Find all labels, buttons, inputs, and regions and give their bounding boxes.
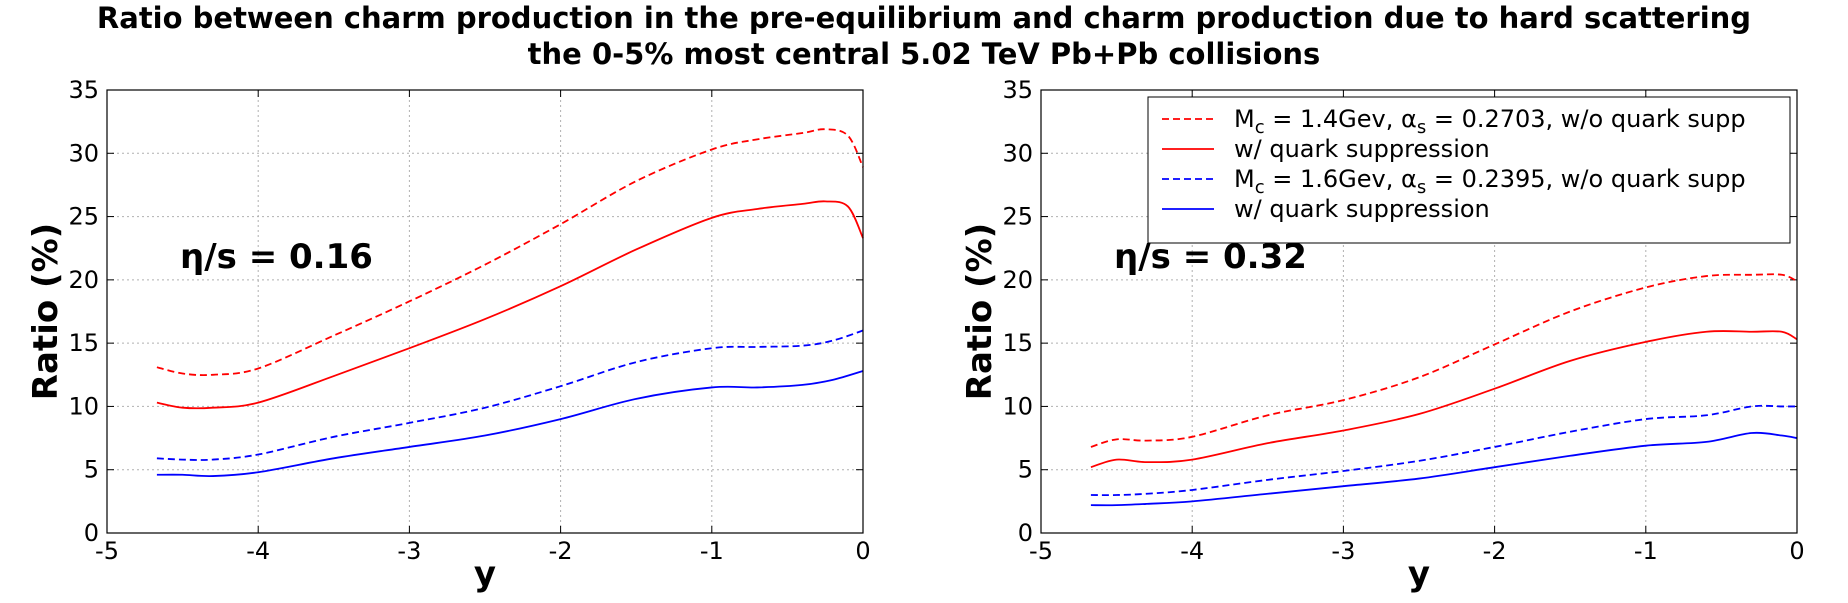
- chart-panel-1: -5 -4 -3 -2 -1 0 0 5 10 15 20 25 30 35 y Ratio (%) η/s =…: [26, 76, 871, 594]
- y-tick-label: 35: [1002, 76, 1033, 104]
- y-axis-label: Ratio (%): [26, 223, 66, 400]
- y-tick-label: 35: [68, 76, 99, 104]
- y-tick-label: 5: [84, 456, 99, 484]
- eta-over-s-annotation: η/s = 0.32: [1114, 237, 1307, 277]
- legend-label-3: Mc = 1.6Gev, αs = 0.2395, w/o quark supp: [1234, 165, 1746, 198]
- legend-box: [1147, 96, 1791, 244]
- x-tick-label: -1: [1634, 537, 1658, 565]
- y-tick-label: 10: [1002, 392, 1033, 420]
- series-line-2: [1090, 330, 1798, 469]
- figure-title: Ratio between charm production in the pr…: [0, 0, 1848, 72]
- figure-title-line-2: the 0-5% most central 5.02 TeV Pb+Pb col…: [527, 37, 1321, 71]
- y-tick-label: 30: [68, 139, 99, 167]
- y-tick-label: 25: [68, 203, 99, 231]
- plot-frame: [106, 89, 864, 534]
- y-tick-label: 20: [1002, 266, 1033, 294]
- x-tick-label: -1: [700, 537, 724, 565]
- x-axis-label: y: [1408, 554, 1430, 594]
- legend-label-2: w/ quark suppression: [1234, 135, 1490, 163]
- x-tick-label: -2: [549, 537, 573, 565]
- series-line-2: [156, 200, 864, 410]
- x-tick-label: -2: [1483, 537, 1507, 565]
- x-tick-label: -5: [95, 537, 119, 565]
- x-tick-label: -5: [1029, 537, 1053, 565]
- legend-label-4: w/ quark suppression: [1234, 195, 1490, 223]
- series-line-1: [156, 128, 864, 377]
- y-axis-label: Ratio (%): [960, 223, 1000, 400]
- x-tick-label: -4: [246, 537, 270, 565]
- series-line-3: [156, 329, 864, 461]
- legend-label-1: Mc = 1.4Gev, αs = 0.2703, w/o quark supp: [1234, 105, 1746, 138]
- series-line-4: [1090, 431, 1798, 507]
- y-tick-label: 15: [1002, 329, 1033, 357]
- y-tick-label: 30: [1002, 139, 1033, 167]
- plot-frame: [1040, 89, 1798, 534]
- y-tick-label: 5: [1018, 456, 1033, 484]
- x-tick-label: -3: [1331, 537, 1355, 565]
- x-tick-label: 0: [855, 537, 870, 565]
- chart-panel-2: -5 -4 -3 -2 -1 0 0 5 10 15 20 25 30 35 y Ratio (%) η/s =…: [960, 76, 1805, 594]
- y-tick-label: 0: [1018, 519, 1033, 547]
- y-tick-label: 20: [68, 266, 99, 294]
- x-tick-label: -3: [397, 537, 421, 565]
- x-axis-label: y: [474, 554, 496, 594]
- series-line-4: [156, 370, 864, 478]
- eta-over-s-annotation: η/s = 0.16: [180, 237, 373, 277]
- y-tick-label: 25: [1002, 203, 1033, 231]
- legend: Mc = 1.4Gev, αs = 0.2703, w/o quark supp…: [1147, 96, 1791, 244]
- y-tick-label: 10: [68, 392, 99, 420]
- series-line-3: [1090, 404, 1797, 497]
- figure-title-line-1: Ratio between charm production in the pr…: [96, 1, 1752, 35]
- series-line-1: [1090, 273, 1798, 448]
- y-tick-label: 0: [84, 519, 99, 547]
- x-tick-label: -4: [1180, 537, 1204, 565]
- y-tick-label: 15: [68, 329, 99, 357]
- x-tick-label: 0: [1789, 537, 1804, 565]
